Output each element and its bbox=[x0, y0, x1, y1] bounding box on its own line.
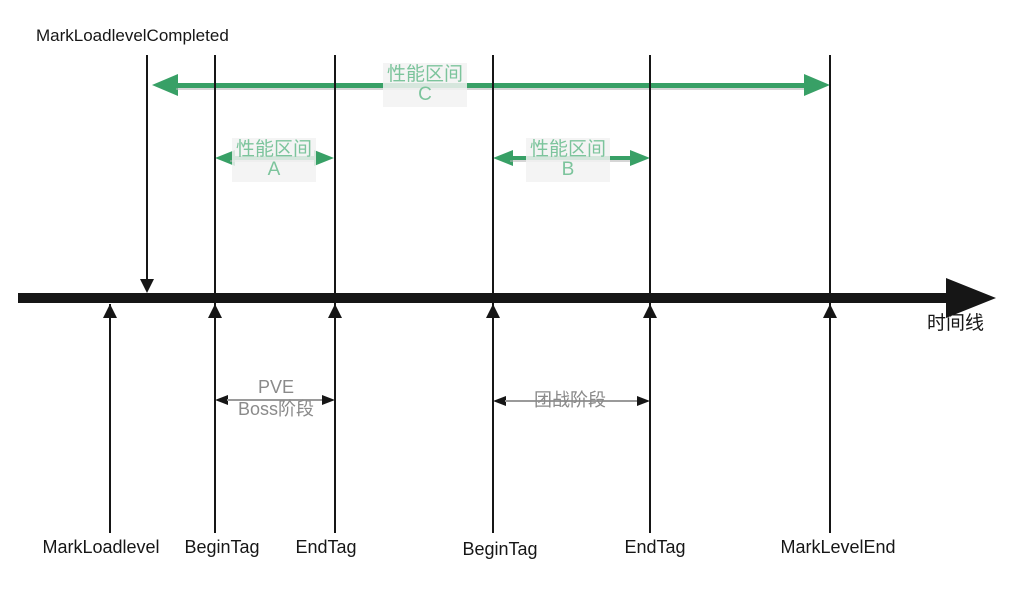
up-arrowhead-icon bbox=[643, 304, 657, 318]
phase-teamfight-right-arrowhead-icon bbox=[637, 396, 650, 406]
phase-pve-right-arrowhead-icon bbox=[322, 395, 335, 405]
phase-pve-shaft bbox=[227, 399, 323, 401]
marker-label-begintag-1: BeginTag bbox=[184, 537, 260, 557]
interval-b-right-arrowhead-icon bbox=[630, 150, 650, 166]
timeline-arrowhead-icon bbox=[946, 278, 996, 318]
interval-b-id: B bbox=[561, 159, 575, 180]
interval-c-right-arrowhead-icon bbox=[804, 74, 830, 96]
interval-c-title: 性能区间 bbox=[386, 64, 464, 85]
timeline-bar bbox=[18, 293, 948, 303]
interval-c-label: 性能区间 C bbox=[382, 63, 468, 107]
phase-teamfight-left-arrowhead-icon bbox=[493, 396, 506, 406]
up-arrowhead-icon bbox=[103, 304, 117, 318]
vertical-line-markloadlevelcompleted bbox=[146, 55, 148, 279]
up-arrowhead-icon bbox=[208, 304, 222, 318]
interval-a-id: A bbox=[267, 159, 281, 180]
interval-c-shaft bbox=[176, 83, 806, 88]
marker-label-begintag-2: BeginTag bbox=[462, 539, 538, 559]
interval-a-left-arrowhead-icon bbox=[215, 150, 235, 166]
vertical-line-endtag-2 bbox=[649, 55, 651, 533]
vertical-line-begintag-2 bbox=[492, 55, 494, 533]
up-arrowhead-icon bbox=[486, 304, 500, 318]
vertical-line-markloadlevel bbox=[109, 304, 111, 533]
phase-pve-left-arrowhead-icon bbox=[215, 395, 228, 405]
phase-teamfight-label: 团战阶段 bbox=[534, 389, 606, 411]
down-arrowhead-icon bbox=[140, 279, 154, 293]
interval-a-title: 性能区间 bbox=[235, 139, 313, 160]
phase-pve-label: PVE Boss阶段 bbox=[238, 376, 314, 420]
top-label-markloadlevelcompleted: MarkLoadlevelCompleted bbox=[36, 26, 229, 45]
marker-label-endtag-1: EndTag bbox=[295, 537, 357, 557]
interval-c-left-arrowhead-icon bbox=[152, 74, 178, 96]
marker-label-marklevelend: MarkLevelEnd bbox=[780, 537, 896, 557]
phase-teamfight-shaft bbox=[505, 400, 639, 402]
timeline-label: 时间线 bbox=[927, 313, 985, 334]
phase-teamfight-line1: 团战阶段 bbox=[534, 390, 606, 410]
phase-pve-line1: PVE bbox=[257, 377, 295, 397]
up-arrowhead-icon bbox=[823, 304, 837, 318]
interval-a-right-arrowhead-icon bbox=[314, 150, 334, 166]
marker-label-markloadlevel: MarkLoadlevel bbox=[42, 537, 160, 557]
vertical-line-marklevelend bbox=[829, 55, 831, 533]
phase-pve-line2: Boss阶段 bbox=[237, 399, 315, 419]
marker-label-endtag-2: EndTag bbox=[624, 537, 686, 557]
vertical-line-begintag-1 bbox=[214, 55, 216, 533]
interval-b-label: 性能区间 B bbox=[525, 138, 611, 182]
interval-c-id: C bbox=[418, 84, 432, 105]
interval-b-left-arrowhead-icon bbox=[493, 150, 513, 166]
vertical-line-endtag-1 bbox=[334, 55, 336, 533]
interval-b-title: 性能区间 bbox=[529, 139, 607, 160]
up-arrowhead-icon bbox=[328, 304, 342, 318]
interval-a-label: 性能区间 A bbox=[231, 138, 317, 182]
